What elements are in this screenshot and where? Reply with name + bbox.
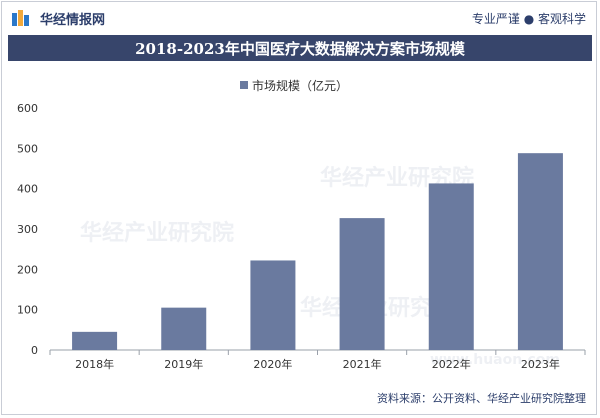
x-tick-label: 2018年 [75, 357, 114, 371]
legend: 市场规模（亿元） [240, 78, 348, 93]
y-tick-label: 0 [31, 344, 38, 357]
x-tick-label: 2021年 [343, 357, 382, 371]
bar-4 [428, 183, 474, 350]
y-tick-label: 600 [17, 102, 38, 115]
slogan: 专业严谨 ● 客观科学 [471, 12, 586, 26]
y-tick-label: 400 [17, 183, 38, 196]
x-tick-label: 2019年 [164, 357, 203, 371]
source-note: 资料来源：公开资料、华经产业研究院整理 [377, 392, 586, 405]
x-tick-label: 2023年 [521, 357, 560, 371]
y-tick-label: 300 [17, 223, 38, 236]
bar-5 [517, 153, 563, 350]
y-tick-label: 100 [17, 304, 38, 317]
y-tick-label: 200 [17, 263, 38, 276]
x-tick-label: 2020年 [253, 357, 292, 371]
bars [72, 153, 563, 350]
legend-label: 市场规模（亿元） [252, 78, 348, 93]
y-axis: 0 100 200 300 400 500 600 [17, 102, 38, 357]
brand-name: 华经情报网 [40, 12, 106, 28]
x-axis: 2018年 2019年 2020年 2021年 2022年 2023年 [49, 349, 586, 371]
x-tick-label: 2022年 [432, 357, 471, 371]
header-bar: 华经情报网 专业严谨 ● 客观科学 [0, 0, 600, 34]
title-bar: 2018-2023年中国医疗大数据解决方案市场规模 [8, 35, 592, 61]
legend-swatch [240, 81, 248, 89]
bar-0 [72, 331, 118, 350]
y-tick-label: 500 [17, 142, 38, 155]
brand-logo-icon [12, 10, 29, 26]
chart-title: 2018-2023年中国医疗大数据解决方案市场规模 [135, 39, 465, 58]
brand: 华经情报网 [12, 8, 105, 28]
bar-1 [161, 307, 207, 350]
bar-3 [339, 218, 385, 350]
bar-2 [250, 260, 296, 350]
